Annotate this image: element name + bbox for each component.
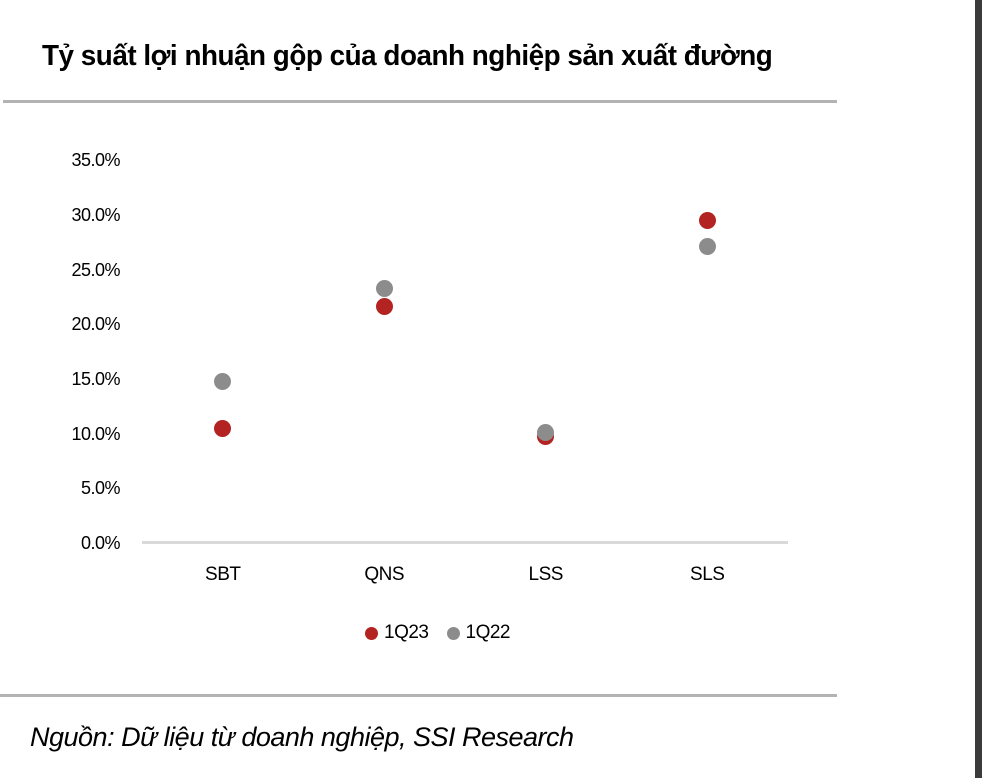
data-point-1q23-sls <box>698 211 716 229</box>
y-axis-tick-label: 20.0% <box>71 314 120 335</box>
x-axis-category-label: LSS <box>528 564 564 585</box>
chart-title: Tỷ suất lợi nhuận gộp của doanh nghiệp s… <box>42 40 773 72</box>
x-axis-category-label: SLS <box>690 564 725 585</box>
data-point-1q23-sbt <box>214 419 232 437</box>
y-axis-tick-label: 0.0% <box>80 533 121 553</box>
footer-divider-line <box>0 694 837 697</box>
legend-item-1q23: 1Q23 <box>365 622 429 644</box>
chart-legend: 1Q23 1Q22 <box>0 622 875 644</box>
y-axis-tick-label: 5.0% <box>80 478 121 499</box>
data-point-1q22-sls <box>698 238 716 256</box>
x-axis-baseline <box>142 541 788 544</box>
y-axis-tick-label: 10.0% <box>71 423 120 444</box>
data-point-1q22-sbt <box>214 372 232 390</box>
x-axis-category-label: QNS <box>364 564 405 585</box>
legend-label-1q22: 1Q22 <box>465 622 511 643</box>
y-axis-tick-label: 30.0% <box>71 204 120 225</box>
data-point-1q23-qns <box>375 298 393 316</box>
legend-dot-1q23-icon <box>365 626 379 640</box>
window-edge-bar <box>975 0 982 778</box>
data-point-1q22-qns <box>375 279 393 297</box>
source-note: Nguồn: Dữ liệu từ doanh nghiệp, SSI Rese… <box>30 722 574 752</box>
x-axis-category-label: SBT <box>205 564 241 585</box>
y-axis-tick-label: 35.0% <box>71 150 120 171</box>
y-axis-tick-label: 25.0% <box>71 259 120 280</box>
y-axis-tick-label: 15.0% <box>71 368 120 389</box>
data-point-1q22-lss <box>537 424 555 441</box>
legend-label-1q23: 1Q23 <box>384 622 429 643</box>
legend-dot-1q22-icon <box>446 626 460 640</box>
title-divider-line <box>3 100 837 103</box>
legend-item-1q22: 1Q22 <box>446 622 511 644</box>
